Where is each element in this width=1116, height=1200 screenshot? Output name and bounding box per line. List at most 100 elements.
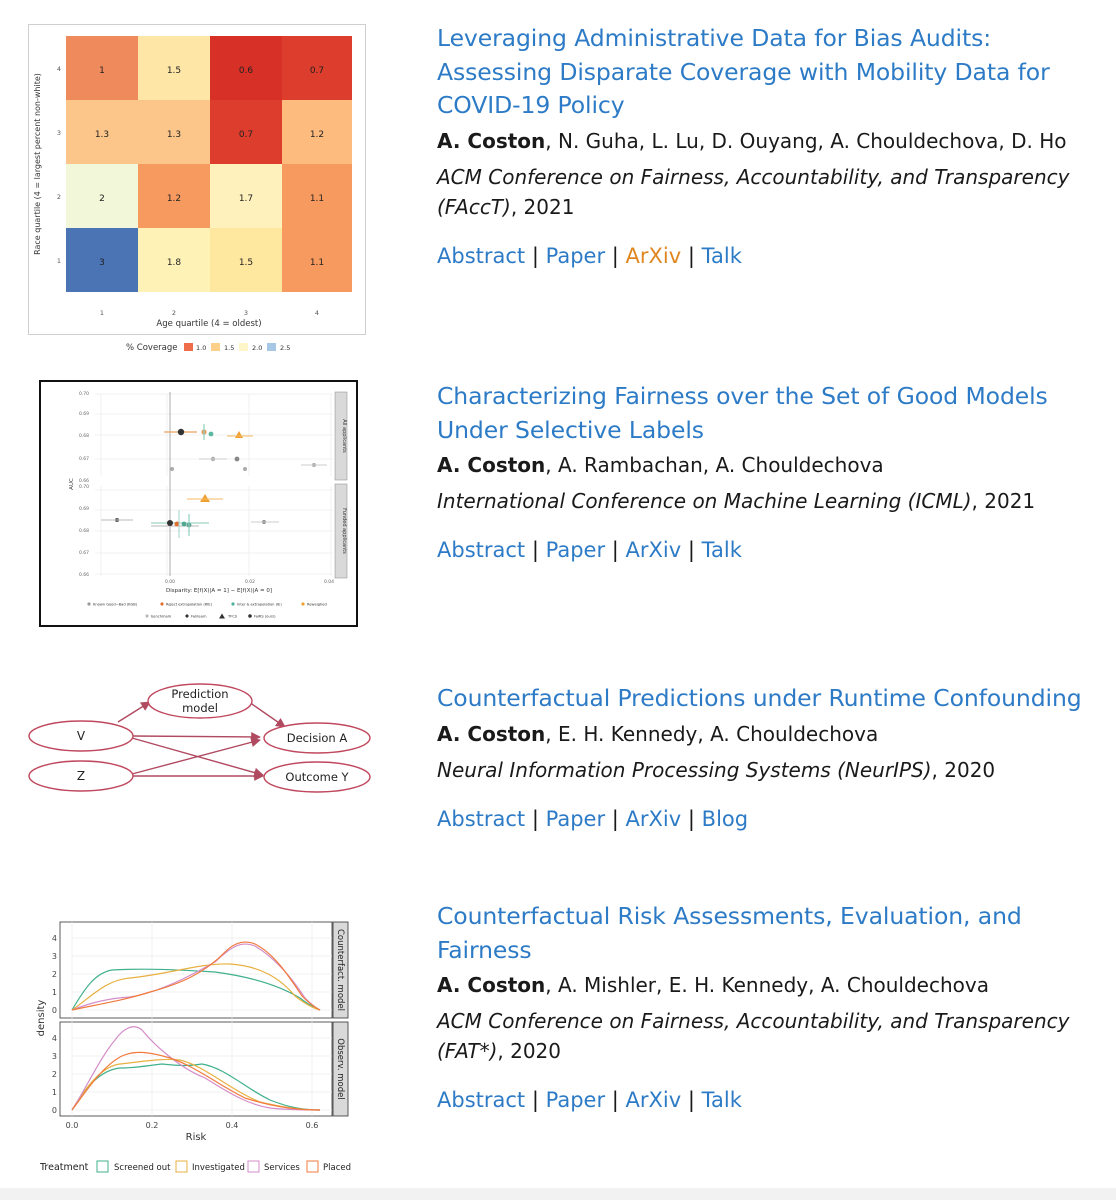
- coverage-heatmap-figure: 1 1.5 0.6 0.7 1.3 1.3 0.7 1.2 2 1.2 1.7 …: [28, 24, 366, 353]
- paper-link[interactable]: Paper: [545, 806, 606, 831]
- talk-link[interactable]: Talk: [701, 243, 742, 268]
- author-list: A. Coston, A. Mishler, E. H. Kennedy, A.…: [437, 971, 1097, 999]
- blog-link[interactable]: Blog: [701, 806, 749, 831]
- facet-strip: [332, 1021, 349, 1117]
- y-tick: 2: [52, 1070, 57, 1079]
- curve-placed: [71, 941, 321, 1011]
- scatter-thumbnail: All applicants Funded applicants 0.70 0.…: [39, 380, 359, 628]
- y-tick: 0.68: [79, 528, 89, 534]
- curve-screened-out: [71, 968, 321, 1011]
- page-bottom-edge: [0, 1188, 1116, 1200]
- legend-label: benchmark: [151, 615, 172, 619]
- y-tick: 0.67: [79, 456, 89, 462]
- venue: International Conference on Machine Lear…: [437, 486, 1097, 516]
- cell-value: 0.7: [239, 130, 253, 140]
- legend-swatch: [211, 343, 220, 351]
- node-label: Prediction: [171, 687, 228, 701]
- legend-label: Placed: [323, 1163, 351, 1173]
- legend-label: Reweighed: [307, 603, 327, 607]
- x-axis-label: Disparity: E[f(X)|A = 1] − E[f(X)|A = 0]: [166, 588, 272, 594]
- heatmap-cells: [66, 36, 352, 292]
- x-tick: 4: [315, 309, 319, 317]
- y-tick: 0: [52, 1106, 57, 1115]
- publication-title-link[interactable]: Counterfactual Predictions under Runtime…: [437, 684, 1082, 712]
- z-node: [28, 760, 134, 792]
- facet-label: Counterfact. model: [335, 929, 345, 1011]
- x-tick: 0.4: [226, 1121, 239, 1130]
- venue-year: , 2021: [510, 194, 575, 219]
- publication-title-link[interactable]: Characterizing Fairness over the Set of …: [437, 382, 1048, 444]
- publication-entry: Leveraging Administrative Data for Bias …: [437, 22, 1097, 270]
- y-axis-label: density: [36, 1000, 47, 1037]
- arxiv-link[interactable]: ArXiv: [625, 538, 682, 562]
- heatmap-thumbnail: 1 1.5 0.6 0.7 1.3 1.3 0.7 1.2 2 1.2 1.7 …: [28, 24, 368, 360]
- abstract-link[interactable]: Abstract: [437, 538, 526, 562]
- y-tick: 0.66: [79, 478, 89, 484]
- cell-value: 0.7: [310, 66, 324, 76]
- cell-value: 1.2: [310, 130, 324, 140]
- legend-label: Services: [264, 1163, 300, 1173]
- legend-swatch: [247, 1160, 260, 1173]
- highlighted-author: A. Coston: [437, 128, 546, 153]
- outcome-node: [263, 761, 371, 793]
- paper-link[interactable]: Paper: [545, 243, 606, 268]
- y-axis-label: AUC: [69, 478, 75, 490]
- scatter-points: [101, 424, 327, 538]
- cell-value: 1.5: [239, 258, 253, 268]
- cell-value: 1.8: [167, 258, 182, 268]
- auc-disparity-figure: All applicants Funded applicants 0.70 0.…: [39, 380, 358, 627]
- prediction-model-node: [147, 683, 253, 719]
- v-node: [28, 720, 134, 752]
- y-tick: 4: [52, 934, 57, 943]
- point: [200, 494, 210, 502]
- cell-value: 3: [99, 258, 105, 268]
- heatmap-cell: [138, 228, 210, 292]
- abstract-link[interactable]: Abstract: [437, 1088, 526, 1112]
- legend-label: 1.5: [224, 344, 234, 352]
- heatmap-cell: [282, 228, 352, 292]
- heatmap-cell: [138, 36, 210, 100]
- abstract-link[interactable]: Abstract: [437, 806, 526, 831]
- link-separator: |: [531, 806, 539, 831]
- diagram-thumbnail: Prediction model V Z Decision A Outcome …: [26, 680, 376, 800]
- heatmap-cell: [210, 228, 282, 292]
- arxiv-link[interactable]: ArXiv: [625, 806, 682, 831]
- heatmap-cell: [282, 100, 352, 164]
- paper-link[interactable]: Paper: [545, 1088, 606, 1112]
- heatmap-cell: [66, 228, 138, 292]
- abstract-link[interactable]: Abstract: [437, 243, 526, 268]
- arxiv-link[interactable]: ArXiv: [625, 1088, 682, 1112]
- co-authors: , N. Guha, L. Lu, D. Ouyang, A. Chouldec…: [545, 128, 1067, 153]
- density-curves: [71, 941, 321, 1111]
- venue: Neural Information Processing Systems (N…: [437, 755, 1097, 785]
- curve-investigated: [71, 963, 321, 1011]
- node-label: Outcome Y: [285, 770, 349, 784]
- link-separator: |: [531, 1088, 539, 1112]
- y-tick: 3: [57, 129, 61, 137]
- talk-link[interactable]: Talk: [701, 1088, 742, 1112]
- paper-link[interactable]: Paper: [545, 538, 606, 562]
- link-separator: |: [687, 538, 695, 562]
- venue-year: , 2020: [931, 757, 996, 782]
- link-separator: |: [531, 243, 539, 268]
- facet-strip: [334, 391, 348, 481]
- highlighted-author: A. Coston: [437, 453, 546, 477]
- density-legend: Treatment Screened out Investigated Serv…: [39, 1160, 351, 1173]
- heatmap-cell: [138, 164, 210, 228]
- heatmap-cell: [66, 164, 138, 228]
- heatmap-cell: [66, 100, 138, 164]
- cell-value: 1.7: [239, 194, 253, 204]
- curve-services: [71, 1026, 321, 1111]
- venue-name: Neural Information Processing Systems (N…: [437, 757, 932, 782]
- talk-link[interactable]: Talk: [701, 538, 742, 562]
- point: [234, 456, 240, 462]
- heatmap-cell: [210, 100, 282, 164]
- y-tick: 0.66: [79, 572, 89, 578]
- legend-swatch: [96, 1160, 109, 1173]
- publication-title-link[interactable]: Counterfactual Risk Assessments, Evaluat…: [437, 902, 1022, 964]
- facet-strip: [332, 921, 349, 1019]
- legend-title: % Coverage: [126, 343, 178, 353]
- publication-title-link[interactable]: Leveraging Administrative Data for Bias …: [437, 24, 1050, 119]
- heatmap-cell: [66, 36, 138, 100]
- arxiv-link[interactable]: ArXiv: [625, 243, 682, 268]
